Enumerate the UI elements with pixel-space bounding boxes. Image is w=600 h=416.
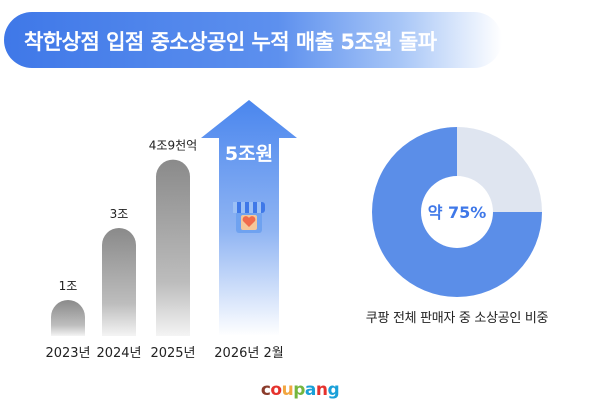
bar-chart: 1조 2023년 3조 2024년 4조9천억 2025년 5조원 2026년 2월 xyxy=(45,100,297,361)
logo-letter: g xyxy=(327,380,340,400)
pie-chart: 약 75% xyxy=(372,127,542,297)
x-tick-label: 2023년 xyxy=(45,346,90,361)
bar-data-label-highlight: 5조원 xyxy=(225,143,273,165)
pie-center-label: 약 75% xyxy=(428,203,487,222)
bar-2024년 xyxy=(102,228,136,336)
store-icon xyxy=(233,202,265,233)
pie-caption: 쿠팡 전체 판매자 중 소상공인 비중 xyxy=(365,311,549,326)
x-tick-label: 2024년 xyxy=(96,346,141,361)
logo-letter: o xyxy=(270,380,282,400)
bar-2023년 xyxy=(51,300,85,336)
bar-data-label: 4조9천억 xyxy=(149,138,197,153)
logo-letter: c xyxy=(260,380,271,400)
title-banner xyxy=(4,12,502,68)
page-title: 착한상점 입점 중소상공인 누적 매출 5조원 돌파 xyxy=(24,30,437,54)
logo-letter: n xyxy=(315,380,328,400)
bar-data-label: 3조 xyxy=(110,207,129,221)
bar-data-label: 1조 xyxy=(59,279,78,293)
x-tick-label: 2026년 2월 xyxy=(214,346,283,361)
pie-center-hole xyxy=(421,176,493,248)
logo-letter: u xyxy=(281,380,294,400)
x-tick-label: 2025년 xyxy=(150,346,195,361)
bar-2025년 xyxy=(156,159,190,336)
coupang-logo: coupang xyxy=(0,380,600,400)
logo-letter: a xyxy=(304,380,316,400)
logo-letter: p xyxy=(293,380,305,400)
